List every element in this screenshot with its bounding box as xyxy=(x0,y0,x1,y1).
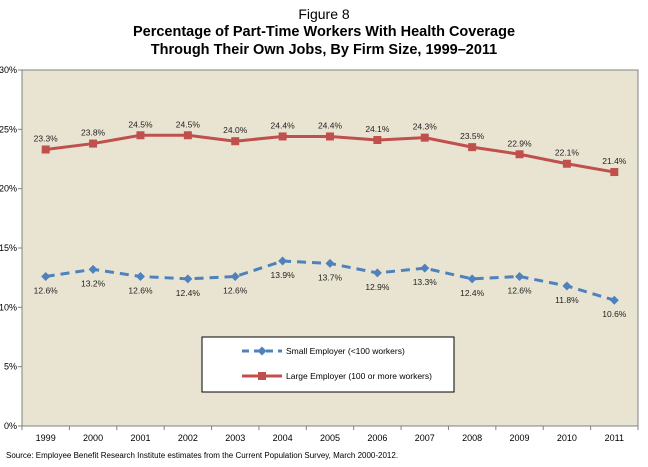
series-large-employer: 23.3% 23.8% 24.5% 24.5% 24.0% 24.4% 24.4% 24.1%… xyxy=(34,119,627,177)
data-point xyxy=(372,268,382,278)
x-tick-label: 2003 xyxy=(225,433,245,443)
data-label: 23.3% xyxy=(34,134,59,144)
x-tick-label: 2007 xyxy=(415,433,435,443)
x-tick-label: 2004 xyxy=(273,433,293,443)
data-point xyxy=(231,137,240,146)
data-point xyxy=(183,131,192,140)
data-label: 13.7% xyxy=(318,272,343,282)
data-point xyxy=(135,271,145,281)
data-label: 13.9% xyxy=(271,270,296,280)
data-label: 12.4% xyxy=(176,288,201,298)
legend: Small Employer (<100 workers) Large Emplo… xyxy=(201,336,455,393)
data-label: 11.8% xyxy=(555,295,579,305)
legend-marker xyxy=(258,372,266,380)
legend-marker xyxy=(257,346,267,356)
legend-label: Large Employer (100 or more workers) xyxy=(286,371,432,381)
x-tick-label: 2005 xyxy=(320,433,340,443)
data-point xyxy=(373,136,382,145)
data-label: 21.4% xyxy=(602,156,627,166)
line-chart: 0% 5% 10% 15% 20% 25% 30% 1999 2000 2001 2002 2003… xyxy=(0,65,639,443)
x-axis: 1999 2000 2001 2002 2003 2004 2005 2006 2007 2008… xyxy=(21,425,639,443)
y-axis: 0% 5% 10% 15% 20% 25% 30% xyxy=(0,65,23,431)
x-tick-label: 2000 xyxy=(83,433,103,443)
data-label: 13.2% xyxy=(81,278,106,288)
data-label: 12.6% xyxy=(128,285,153,295)
data-label: 13.3% xyxy=(413,277,438,287)
data-point xyxy=(610,168,619,177)
series-layer: 12.6% 13.2% 12.6% 12.4% 12.6% 13.9% 13.7% 12.9%… xyxy=(34,119,627,319)
y-tick-label: 20% xyxy=(0,184,17,194)
data-label: 12.6% xyxy=(34,285,59,295)
data-label: 24.1% xyxy=(365,124,390,134)
y-tick-label: 10% xyxy=(0,302,17,312)
data-label: 24.4% xyxy=(271,120,296,130)
data-point xyxy=(609,295,619,305)
x-tick-label: 2010 xyxy=(557,433,577,443)
data-label: 12.9% xyxy=(365,282,390,292)
data-label: 24.0% xyxy=(223,125,248,135)
data-point xyxy=(420,263,430,273)
data-point xyxy=(468,143,477,152)
x-tick-label: 2011 xyxy=(605,433,624,443)
data-point xyxy=(183,274,193,284)
data-label: 12.6% xyxy=(507,285,532,295)
data-point xyxy=(88,264,98,274)
data-point xyxy=(326,132,334,141)
data-label: 22.9% xyxy=(507,138,532,148)
x-tick-label: 2009 xyxy=(510,433,530,443)
data-label: 23.8% xyxy=(81,128,106,138)
data-label: 24.5% xyxy=(128,119,153,129)
y-tick-label: 25% xyxy=(0,124,17,134)
y-tick-label: 5% xyxy=(4,362,17,372)
data-label: 22.1% xyxy=(555,148,580,158)
x-tick-label: 1999 xyxy=(36,433,56,443)
data-label: 24.3% xyxy=(413,122,438,132)
data-label: 24.4% xyxy=(318,120,343,130)
data-point xyxy=(41,145,50,154)
data-point xyxy=(278,256,288,266)
y-tick-label: 30% xyxy=(0,65,17,75)
chart-title-line-2: Through Their Own Jobs, By Firm Size, 19… xyxy=(150,42,498,58)
y-tick-label: 0% xyxy=(4,421,17,431)
y-tick-label: 15% xyxy=(0,243,17,253)
data-point xyxy=(515,271,525,281)
data-label: 12.6% xyxy=(223,285,248,295)
data-point xyxy=(420,133,429,142)
data-point xyxy=(278,132,287,141)
source-note: Source: Employee Benefit Research Instit… xyxy=(6,451,399,460)
chart-title-line-1: Percentage of Part-Time Workers With Hea… xyxy=(132,24,516,40)
legend-box xyxy=(201,336,455,393)
data-point xyxy=(562,159,571,168)
data-point xyxy=(230,271,240,281)
series-small-employer: 12.6% 13.2% 12.6% 12.4% 12.6% 13.9% 13.7% 12.9%… xyxy=(34,256,627,319)
data-point xyxy=(325,258,335,268)
x-tick-label: 2002 xyxy=(178,433,198,443)
data-point xyxy=(89,139,98,148)
data-point xyxy=(515,150,524,159)
data-point xyxy=(136,131,145,140)
x-tick-label: 2001 xyxy=(130,433,150,443)
data-label: 24.5% xyxy=(176,119,201,129)
data-point xyxy=(562,281,572,291)
data-label: 10.6% xyxy=(602,309,627,319)
figure-label: Figure 8 xyxy=(298,6,350,22)
data-point xyxy=(41,271,51,281)
data-label: 12.4% xyxy=(460,288,485,298)
data-label: 23.5% xyxy=(460,131,485,141)
data-point xyxy=(467,274,477,284)
legend-label: Small Employer (<100 workers) xyxy=(286,346,405,356)
x-tick-label: 2008 xyxy=(462,433,482,443)
x-tick-label: 2006 xyxy=(367,433,387,443)
